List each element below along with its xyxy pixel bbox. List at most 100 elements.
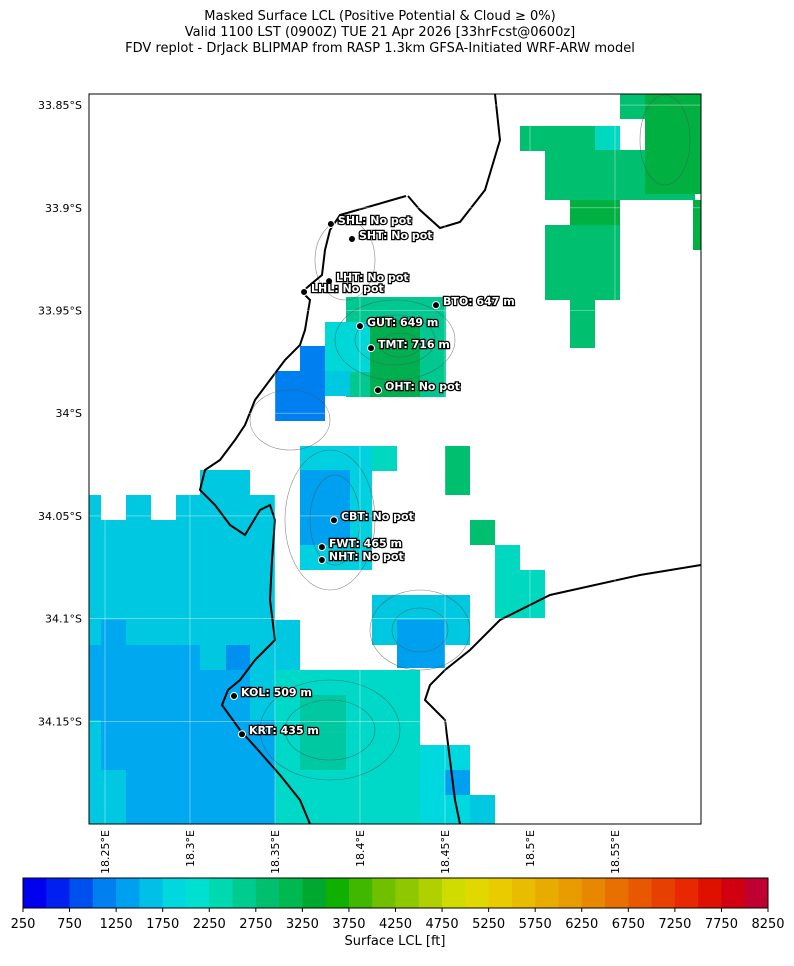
colorbar-swatch xyxy=(69,878,94,908)
colorbar-swatch xyxy=(488,878,513,908)
colorbar-tick-label: 4750 xyxy=(426,917,459,932)
colorbar-swatch xyxy=(651,878,676,908)
colorbar-tick-label: 1750 xyxy=(146,917,179,932)
colorbar-swatch xyxy=(535,878,559,908)
graticule xyxy=(89,94,701,824)
colorbar-swatch xyxy=(581,878,606,908)
station-dot xyxy=(317,543,326,552)
colorbar-tick-label: 4250 xyxy=(379,917,412,932)
lon-label: 18.35°E xyxy=(269,830,282,874)
colorbar: 250 750 1250 1750 2250 2750 3250 3750 4250 4750 52… xyxy=(11,877,785,932)
colorbar-label: Surface LCL [ft] xyxy=(345,934,446,949)
station-dot xyxy=(367,344,376,353)
colorbar-swatch xyxy=(46,878,71,908)
station-label: FWT: 465 m xyxy=(329,537,402,550)
colorbar-swatch xyxy=(418,878,443,908)
title-line: FDV replot - DrJack BLIPMAP from RASP 1.… xyxy=(125,41,635,56)
colorbar-swatch xyxy=(465,878,490,908)
station-label: OHT: No pot xyxy=(385,380,460,393)
colorbar-swatch xyxy=(232,878,257,908)
station-label: GUT: 649 m xyxy=(367,316,438,329)
title: Masked Surface LCL (Positive Potential &… xyxy=(125,9,635,56)
station-label: SHT: No pot xyxy=(359,229,433,242)
station-dot xyxy=(431,301,440,310)
colorbar-tick-label: 5750 xyxy=(519,917,552,932)
colorbar-swatch xyxy=(255,878,280,908)
colorbar-tick-label: 6750 xyxy=(612,917,645,932)
colorbar-swatch xyxy=(558,878,583,908)
colorbar-swatch xyxy=(139,878,164,908)
station-label: SHL: No pot xyxy=(338,214,412,227)
title-line: Masked Surface LCL (Positive Potential &… xyxy=(204,9,555,24)
title-line: Valid 1100 LST (0900Z) TUE 21 Apr 2026 [… xyxy=(185,25,576,40)
colorbar-tick-label: 5250 xyxy=(472,917,505,932)
colorbar-swatch xyxy=(511,878,536,908)
lat-label: 34°S xyxy=(56,407,82,420)
station-dot xyxy=(317,556,326,565)
station-label: KRT: 435 m xyxy=(249,724,319,737)
station-label: BTO: 647 m xyxy=(443,295,515,308)
lat-label: 34.15°S xyxy=(38,715,82,728)
colorbar-tick-label: 3750 xyxy=(332,917,365,932)
map-frame xyxy=(88,93,702,825)
colorbar-tick-label: 250 xyxy=(11,917,36,932)
lon-label: 18.55°E xyxy=(609,830,622,874)
colorbar-swatch xyxy=(325,878,350,908)
station-label: NHT: No pot xyxy=(329,550,404,563)
colorbar-swatch xyxy=(92,878,117,908)
colorbar-swatch xyxy=(162,878,187,908)
colorbar-swatch xyxy=(721,878,746,908)
colorbar-swatch xyxy=(372,878,396,908)
colorbar-swatch xyxy=(23,878,47,908)
lat-label: 34.05°S xyxy=(38,510,82,523)
lon-label: 18.5°E xyxy=(524,830,537,867)
lon-label: 18.3°E xyxy=(184,830,197,867)
colorbar-swatch xyxy=(395,878,420,908)
colorbar-swatch xyxy=(279,878,303,908)
station-dot xyxy=(374,386,382,395)
station-dot xyxy=(230,692,239,701)
colorbar-tick-label: 1250 xyxy=(100,917,133,932)
colorbar-swatch xyxy=(674,878,699,908)
map-fields xyxy=(89,94,701,824)
colorbar-swatch xyxy=(628,878,653,908)
lon-label: 18.4°E xyxy=(354,830,367,867)
lat-label: 33.9°S xyxy=(45,202,82,215)
colorbar-swatch xyxy=(302,878,327,908)
station-label: LHT: No pot xyxy=(336,271,409,284)
lon-label: 18.25°E xyxy=(99,830,112,874)
station-dot xyxy=(355,322,364,331)
station-label: KOL: 509 m xyxy=(241,686,312,699)
colorbar-swatch xyxy=(348,878,373,908)
colorbar-swatch xyxy=(209,878,234,908)
colorbar-tick-label: 2750 xyxy=(239,917,272,932)
station-dot xyxy=(325,277,334,286)
colorbar-tick-label: 2250 xyxy=(193,917,226,932)
colorbar-tick-label: 750 xyxy=(57,917,82,932)
colorbar-swatch xyxy=(116,878,140,908)
colorbar-swatch xyxy=(185,878,210,908)
station-label: CBT: No pot xyxy=(341,510,414,523)
colorbar-swatch xyxy=(605,878,629,908)
station-dot xyxy=(326,220,335,229)
colorbar-tick-label: 7250 xyxy=(658,917,691,932)
lon-label: 18.45°E xyxy=(439,830,452,874)
colorbar-tick-label: 7750 xyxy=(705,917,738,932)
station-dot xyxy=(300,288,309,297)
station-label: LHL: No pot xyxy=(311,282,384,295)
lat-label: 34.1°S xyxy=(45,613,82,626)
colorbar-tick-label: 6250 xyxy=(565,917,598,932)
lat-label: 33.85°S xyxy=(38,99,82,112)
colorbar-tick-label: 3250 xyxy=(286,917,319,932)
colorbar-tick-label: 8250 xyxy=(751,917,784,932)
station-dot xyxy=(347,235,356,244)
lat-label: 33.95°S xyxy=(38,304,82,317)
station-dot xyxy=(329,516,338,525)
colorbar-swatch xyxy=(698,878,722,908)
station-label: TMT: 716 m xyxy=(378,338,450,351)
station-dot xyxy=(238,730,246,739)
colorbar-swatch xyxy=(442,878,466,908)
colorbar-swatch xyxy=(744,878,769,908)
